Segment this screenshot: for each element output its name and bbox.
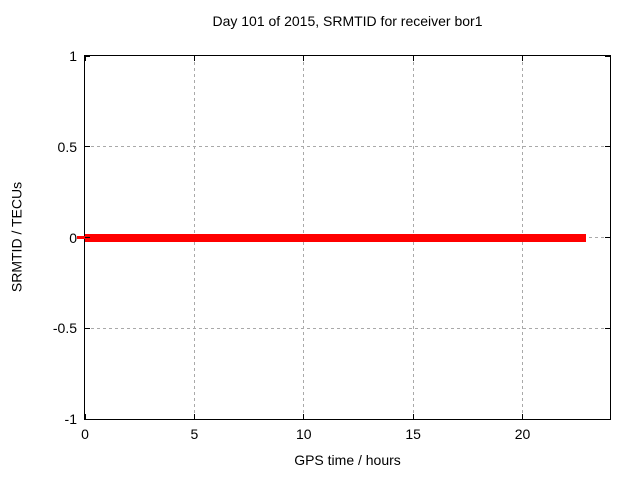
y-axis-label: SRMTID / TECUs (8, 181, 25, 293)
x-tick (193, 414, 195, 419)
x-tick-mirror (193, 56, 195, 61)
x-axis-label: GPS time / hours (294, 452, 401, 468)
y-tick (85, 55, 90, 57)
x-tick-mirror (303, 56, 305, 61)
x-tick-label: 15 (405, 426, 421, 442)
y-gridline (85, 327, 610, 329)
y-tick-label: 1 (69, 48, 77, 64)
y-tick (85, 237, 90, 238)
y-tick (85, 327, 90, 329)
x-tick (522, 414, 523, 419)
x-tick (412, 414, 414, 419)
x-tick-label: 0 (81, 426, 89, 442)
y-tick-mirror (605, 327, 610, 329)
x-tick (84, 414, 86, 419)
y-tick-mirror (605, 237, 610, 238)
y-tick (85, 146, 90, 148)
x-tick-label: 20 (514, 426, 531, 442)
series-axis-overhang (77, 236, 85, 239)
y-tick-label: 0.5 (57, 138, 77, 155)
x-tick (303, 414, 305, 419)
chart-title: Day 101 of 2015, SRMTID for receiver bor… (212, 13, 483, 29)
y-tick-mirror (605, 146, 610, 148)
x-tick-mirror (84, 56, 86, 61)
y-gridline (85, 146, 610, 148)
y-tick-label: 0 (69, 229, 77, 246)
y-tick-mirror (605, 55, 610, 57)
x-tick-label: 10 (295, 426, 312, 442)
x-tick-mirror (412, 56, 414, 61)
x-tick-mirror (522, 56, 523, 61)
y-tick-mirror (605, 418, 610, 420)
series-line-segment (85, 233, 586, 242)
y-tick-label: -1 (64, 411, 77, 427)
y-tick-label: -0.5 (52, 320, 77, 337)
y-tick (85, 418, 90, 420)
x-tick-label: 5 (190, 426, 199, 442)
